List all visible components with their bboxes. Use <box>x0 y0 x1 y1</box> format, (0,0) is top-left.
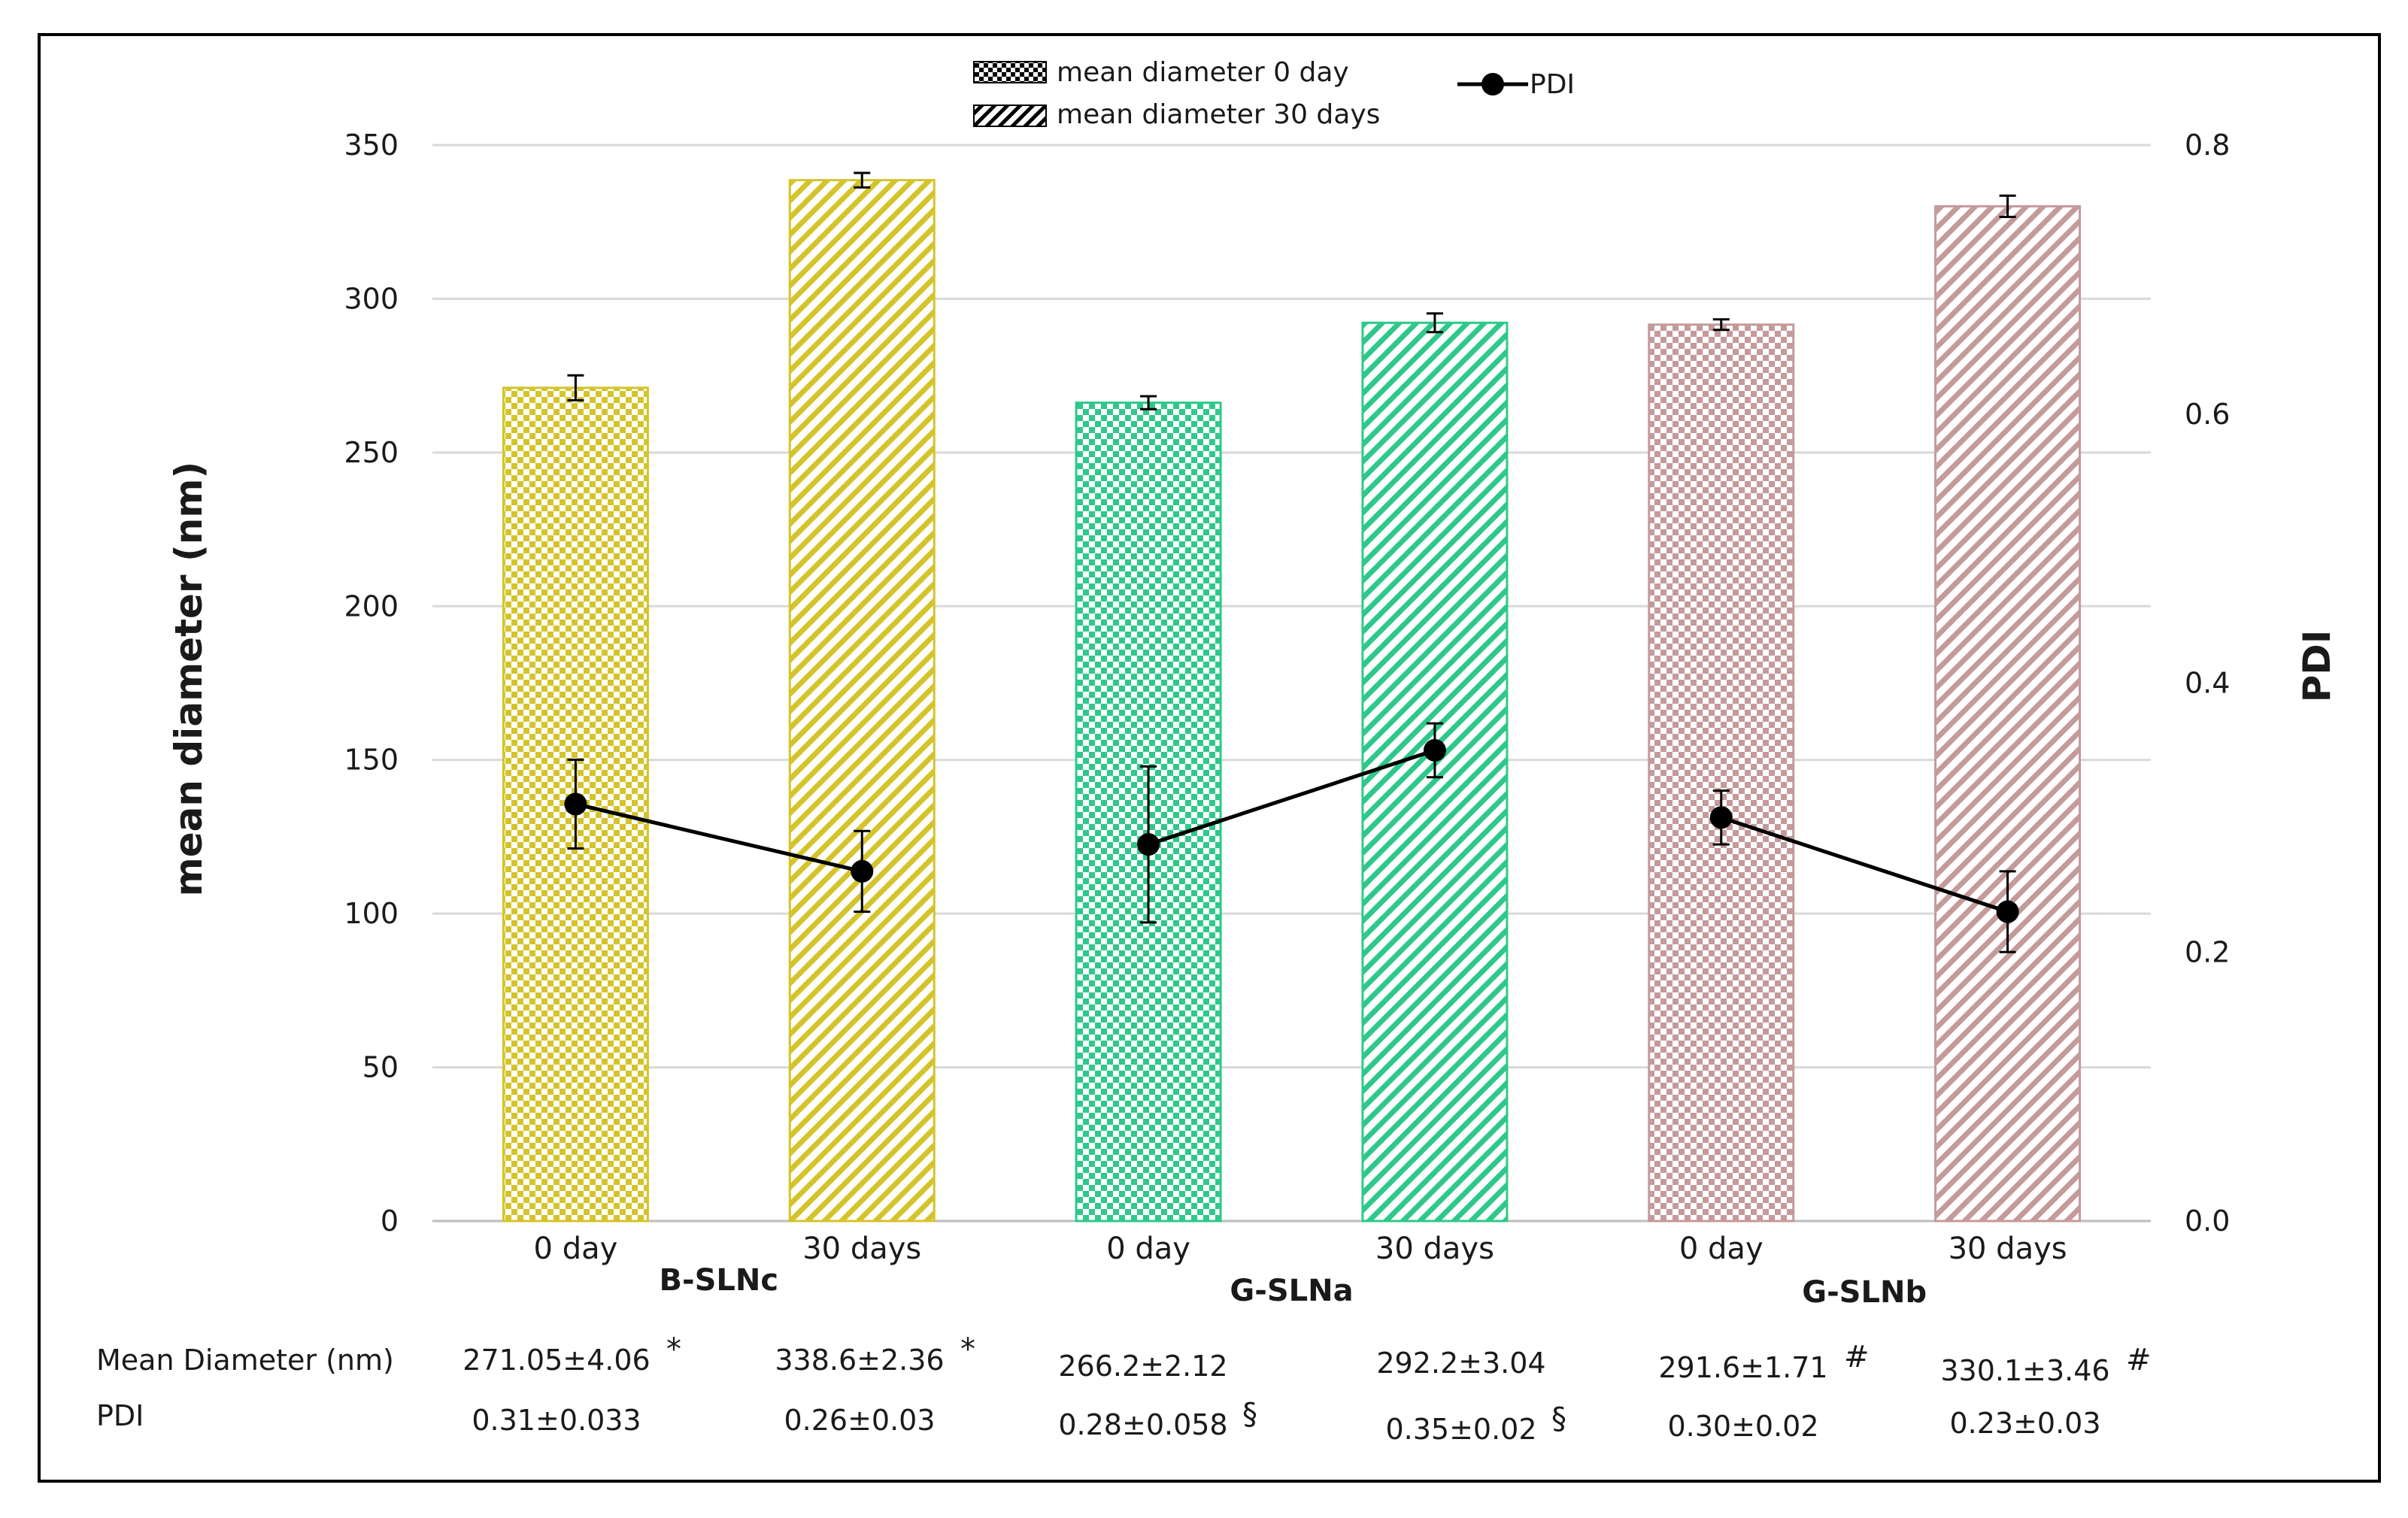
right-tick-label: 0.0 <box>2185 1204 2230 1238</box>
left-tick-label: 200 <box>344 589 399 623</box>
bar-G-SLNb-30days <box>1934 205 2082 1223</box>
table-diameter-value: 338.6±2.36 <box>775 1344 944 1377</box>
diameter-error-bar <box>1999 194 2016 219</box>
table-pdi-value: 0.23±0.03 <box>1949 1407 2100 1440</box>
pdi-point <box>1137 833 1160 856</box>
axis-layer: 0 50 100 150 200 250 300 350 0.0 0.2 0.4 0.6 0.8 <box>344 129 2230 1238</box>
left-tick-label: 50 <box>362 1051 399 1084</box>
diameter-error-bar <box>1426 312 1443 334</box>
table-diameter-mark: # <box>1844 1340 1870 1374</box>
table-diameter-value: 266.2±2.12 <box>1058 1350 1227 1383</box>
category-label: 0 day <box>534 1232 618 1266</box>
pdi-point <box>564 792 587 816</box>
table-diameter-mark: # <box>2126 1343 2152 1377</box>
legend-swatch-day0 <box>973 61 1047 83</box>
table-row-label-diameter: Mean Diameter (nm) <box>96 1344 394 1377</box>
pdi-point <box>1996 900 2019 923</box>
table-diameter-value: 292.2±3.04 <box>1376 1347 1545 1380</box>
legend-swatch-day30 <box>973 105 1047 127</box>
pdi-line-B-SLNc <box>575 802 863 874</box>
legend-label-day30: mean diameter 30 days <box>1057 99 1380 130</box>
category-label: 30 days <box>1949 1232 2067 1266</box>
error-bar-layer <box>567 171 2016 411</box>
data-table: Mean Diameter (nm) PDI 271.05±4.06 * 0.31±… <box>96 1332 2152 1446</box>
diameter-error-bar <box>854 171 871 189</box>
table-diameter-value: 291.6±1.71 <box>1658 1351 1827 1384</box>
legend: mean diameter 0 day mean diameter 30 day… <box>973 57 1575 130</box>
left-tick-label: 300 <box>344 282 399 315</box>
table-pdi-value: 0.28±0.058 <box>1058 1408 1227 1441</box>
table-diameter-mark: * <box>666 1332 681 1367</box>
right-tick-label: 0.6 <box>2185 398 2230 431</box>
category-label: 30 days <box>802 1232 921 1266</box>
legend-marker-pdi <box>1481 73 1504 95</box>
right-tick-label: 0.8 <box>2185 129 2230 162</box>
table-pdi-value: 0.31±0.033 <box>472 1404 641 1437</box>
left-tick-label: 0 <box>381 1204 399 1238</box>
table-diameter-mark: * <box>960 1332 975 1367</box>
group-label: G-SLNb <box>1802 1275 1927 1310</box>
pdi-line-G-SLNa <box>1148 748 1436 847</box>
left-tick-label: 250 <box>344 436 399 469</box>
pdi-line-layer <box>564 722 2019 953</box>
table-pdi-value: 0.30±0.02 <box>1667 1410 1818 1443</box>
bar-G-SLNb-0day <box>1648 323 1795 1223</box>
legend-label-day0: mean diameter 0 day <box>1057 57 1349 88</box>
table-pdi-value: 0.35±0.02 <box>1385 1413 1536 1446</box>
table-pdi-mark: § <box>1551 1401 1566 1436</box>
pdi-point <box>851 859 874 883</box>
left-tick-label: 100 <box>344 897 399 930</box>
category-labels: 0 day 30 days B-SLNc 0 day 30 days G-SLNa 0 da… <box>534 1232 2067 1310</box>
table-diameter-value: 271.05±4.06 <box>462 1344 650 1377</box>
left-tick-label: 350 <box>344 129 399 162</box>
legend-label-pdi: PDI <box>1530 69 1575 100</box>
diameter-error-bar <box>1140 395 1157 411</box>
table-row-label-pdi: PDI <box>96 1399 144 1432</box>
table-diameter-value: 330.1±3.46 <box>1940 1354 2109 1387</box>
group-label: G-SLNa <box>1230 1274 1353 1308</box>
diameter-error-bar <box>1712 318 1730 332</box>
category-label: 30 days <box>1375 1232 1494 1266</box>
table-pdi-value: 0.26±0.03 <box>784 1404 935 1437</box>
right-tick-label: 0.2 <box>2185 935 2230 968</box>
pdi-point <box>1423 738 1446 762</box>
right-tick-label: 0.4 <box>2185 667 2230 700</box>
bar-B-SLNc-30days <box>788 179 936 1223</box>
right-axis-title: PDI <box>2295 630 2339 703</box>
grid-layer <box>432 144 2151 1223</box>
left-tick-label: 150 <box>344 744 399 777</box>
left-axis-title: mean diameter (nm) <box>167 462 211 897</box>
diameter-error-bar <box>567 374 584 401</box>
pdi-line-G-SLNb <box>1720 816 2009 914</box>
category-label: 0 day <box>1106 1232 1190 1266</box>
table-pdi-mark: § <box>1242 1397 1257 1432</box>
category-label: 0 day <box>1679 1232 1764 1266</box>
pdi-point <box>1709 806 1733 829</box>
group-label: B-SLNc <box>660 1263 779 1298</box>
